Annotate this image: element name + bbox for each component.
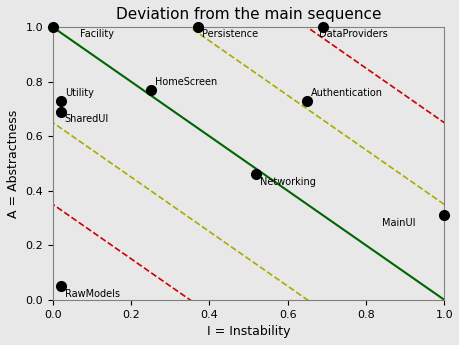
X-axis label: I = Instability: I = Instability [207, 325, 290, 338]
Point [147, 87, 154, 93]
Text: HomeScreen: HomeScreen [154, 77, 217, 87]
Title: Deviation from the main sequence: Deviation from the main sequence [116, 7, 381, 22]
Text: Networking: Networking [260, 177, 315, 187]
Text: Facility: Facility [80, 29, 114, 39]
Point [252, 172, 259, 177]
Y-axis label: A = Abstractness: A = Abstractness [7, 109, 20, 218]
Text: MainUI: MainUI [381, 218, 414, 228]
Point [194, 24, 201, 30]
Point [57, 98, 64, 104]
Point [49, 24, 56, 30]
Point [57, 109, 64, 115]
Text: RawModels: RawModels [65, 289, 119, 299]
Text: SharedUI: SharedUI [65, 115, 109, 125]
Point [319, 24, 326, 30]
Point [57, 283, 64, 289]
Text: Persistence: Persistence [201, 29, 257, 39]
Point [303, 98, 310, 104]
Text: Utility: Utility [65, 88, 93, 98]
Text: DataProviders: DataProviders [319, 29, 387, 39]
Text: Authentication: Authentication [311, 88, 382, 98]
Point [440, 213, 447, 218]
